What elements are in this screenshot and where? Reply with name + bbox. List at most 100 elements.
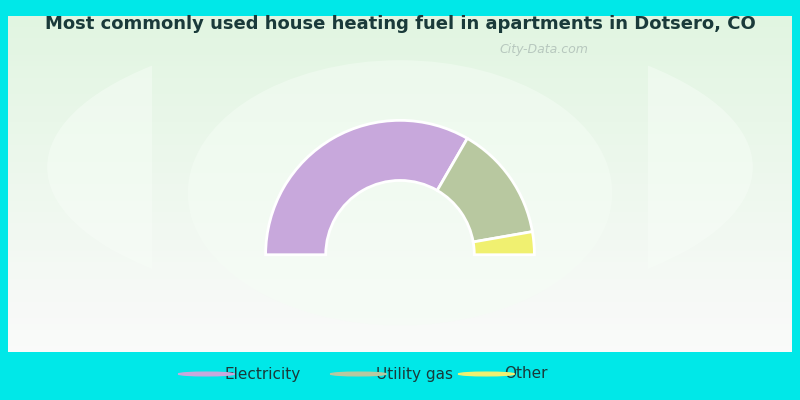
- Wedge shape: [473, 232, 534, 255]
- Bar: [8, 111, 792, 117]
- Bar: [8, 128, 792, 134]
- Bar: [8, 117, 792, 122]
- Bar: [8, 307, 792, 313]
- Bar: [8, 150, 792, 156]
- Bar: [153, 184, 647, 190]
- Bar: [153, 341, 647, 346]
- Wedge shape: [438, 138, 532, 242]
- Bar: [8, 89, 792, 94]
- Bar: [8, 268, 792, 274]
- Bar: [153, 22, 647, 27]
- Bar: [8, 229, 792, 234]
- Text: Electricity: Electricity: [224, 366, 300, 382]
- Bar: [8, 16, 792, 22]
- Bar: [153, 50, 647, 55]
- Bar: [153, 285, 647, 290]
- Bar: [8, 341, 792, 346]
- Bar: [8, 285, 792, 290]
- Bar: [153, 218, 647, 223]
- Bar: [153, 106, 647, 111]
- Bar: [153, 212, 647, 218]
- Bar: [153, 100, 647, 106]
- Bar: [8, 279, 792, 285]
- Bar: [153, 173, 647, 178]
- Bar: [153, 38, 647, 44]
- Bar: [153, 274, 647, 279]
- Bar: [153, 162, 647, 167]
- Bar: [153, 117, 647, 122]
- Bar: [153, 302, 647, 307]
- Bar: [153, 44, 647, 50]
- Bar: [8, 83, 792, 89]
- Bar: [153, 257, 647, 262]
- Bar: [153, 290, 647, 296]
- Bar: [153, 156, 647, 162]
- Bar: [8, 218, 792, 223]
- Bar: [8, 173, 792, 178]
- Ellipse shape: [188, 60, 612, 326]
- Bar: [153, 307, 647, 313]
- Bar: [8, 44, 792, 50]
- Bar: [8, 296, 792, 302]
- Bar: [8, 106, 792, 111]
- Bar: [8, 234, 792, 240]
- Bar: [153, 279, 647, 285]
- Bar: [153, 262, 647, 268]
- Bar: [153, 335, 647, 341]
- Bar: [153, 229, 647, 234]
- Bar: [8, 190, 792, 195]
- Bar: [8, 262, 792, 268]
- Bar: [153, 346, 647, 352]
- Bar: [153, 33, 647, 38]
- Bar: [8, 134, 792, 139]
- Text: City-Data.com: City-Data.com: [499, 43, 588, 56]
- Circle shape: [178, 372, 234, 376]
- Bar: [153, 145, 647, 150]
- Bar: [8, 162, 792, 167]
- Bar: [8, 206, 792, 212]
- Text: Utility gas: Utility gas: [376, 366, 453, 382]
- Bar: [153, 111, 647, 117]
- Bar: [8, 66, 792, 72]
- Bar: [153, 134, 647, 139]
- Bar: [8, 78, 792, 83]
- Bar: [8, 38, 792, 44]
- Bar: [8, 318, 792, 324]
- Bar: [8, 167, 792, 173]
- Bar: [8, 195, 792, 201]
- Bar: [8, 246, 792, 251]
- Bar: [8, 61, 792, 66]
- Bar: [153, 318, 647, 324]
- Bar: [8, 27, 792, 33]
- Text: Most commonly used house heating fuel in apartments in Dotsero, CO: Most commonly used house heating fuel in…: [45, 15, 755, 33]
- Bar: [153, 94, 647, 100]
- Bar: [153, 296, 647, 302]
- Bar: [8, 223, 792, 229]
- Bar: [8, 145, 792, 150]
- Bar: [153, 190, 647, 195]
- Bar: [153, 330, 647, 335]
- Circle shape: [458, 372, 514, 376]
- Bar: [8, 313, 792, 318]
- Bar: [8, 212, 792, 218]
- Bar: [8, 251, 792, 257]
- Bar: [8, 178, 792, 184]
- Bar: [8, 335, 792, 341]
- Bar: [153, 83, 647, 89]
- Bar: [8, 184, 792, 190]
- Bar: [8, 139, 792, 145]
- Bar: [8, 257, 792, 262]
- Text: Other: Other: [504, 366, 547, 382]
- Bar: [8, 302, 792, 307]
- Bar: [8, 55, 792, 61]
- Bar: [153, 61, 647, 66]
- Bar: [8, 240, 792, 246]
- Bar: [153, 78, 647, 83]
- Bar: [153, 66, 647, 72]
- Bar: [8, 72, 792, 78]
- Bar: [153, 251, 647, 257]
- Bar: [153, 268, 647, 274]
- Bar: [153, 55, 647, 61]
- Bar: [8, 100, 792, 106]
- Bar: [153, 178, 647, 184]
